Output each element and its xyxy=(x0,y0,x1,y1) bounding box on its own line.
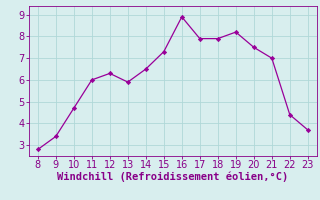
X-axis label: Windchill (Refroidissement éolien,°C): Windchill (Refroidissement éolien,°C) xyxy=(57,172,288,182)
